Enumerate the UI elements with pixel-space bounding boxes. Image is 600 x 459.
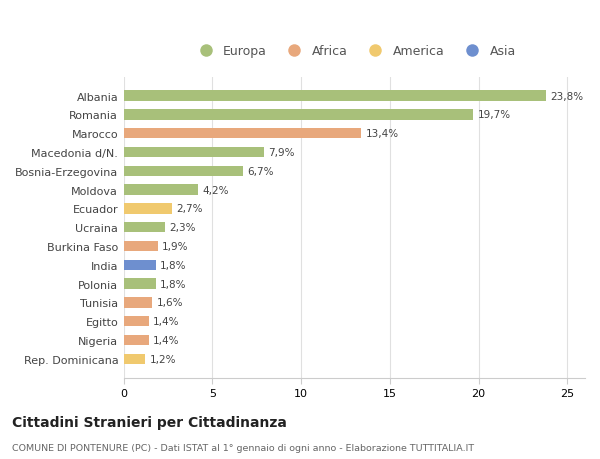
Bar — [124, 354, 145, 364]
Bar — [124, 279, 156, 289]
Bar — [124, 204, 172, 214]
Text: 19,7%: 19,7% — [478, 110, 511, 120]
Bar — [124, 241, 158, 252]
Text: 13,4%: 13,4% — [366, 129, 399, 139]
Text: 2,7%: 2,7% — [176, 204, 203, 214]
Bar — [124, 110, 473, 120]
Text: Cittadini Stranieri per Cittadinanza: Cittadini Stranieri per Cittadinanza — [12, 415, 287, 429]
Bar — [124, 147, 264, 158]
Text: 1,8%: 1,8% — [160, 260, 187, 270]
Bar — [124, 166, 242, 177]
Bar — [124, 316, 149, 327]
Bar — [124, 297, 152, 308]
Legend: Europa, Africa, America, Asia: Europa, Africa, America, Asia — [193, 45, 516, 58]
Bar — [124, 335, 149, 345]
Bar — [124, 91, 546, 101]
Bar — [124, 185, 199, 196]
Bar — [124, 129, 361, 139]
Text: COMUNE DI PONTENURE (PC) - Dati ISTAT al 1° gennaio di ogni anno - Elaborazione : COMUNE DI PONTENURE (PC) - Dati ISTAT al… — [12, 443, 474, 452]
Text: 23,8%: 23,8% — [550, 91, 584, 101]
Text: 2,3%: 2,3% — [169, 223, 196, 233]
Text: 7,9%: 7,9% — [268, 148, 295, 158]
Text: 1,8%: 1,8% — [160, 279, 187, 289]
Bar — [124, 260, 156, 270]
Text: 6,7%: 6,7% — [247, 167, 274, 176]
Text: 1,6%: 1,6% — [157, 298, 183, 308]
Bar — [124, 223, 164, 233]
Text: 1,9%: 1,9% — [162, 241, 188, 252]
Text: 1,2%: 1,2% — [149, 354, 176, 364]
Text: 4,2%: 4,2% — [203, 185, 229, 195]
Text: 1,4%: 1,4% — [153, 335, 179, 345]
Text: 1,4%: 1,4% — [153, 316, 179, 326]
